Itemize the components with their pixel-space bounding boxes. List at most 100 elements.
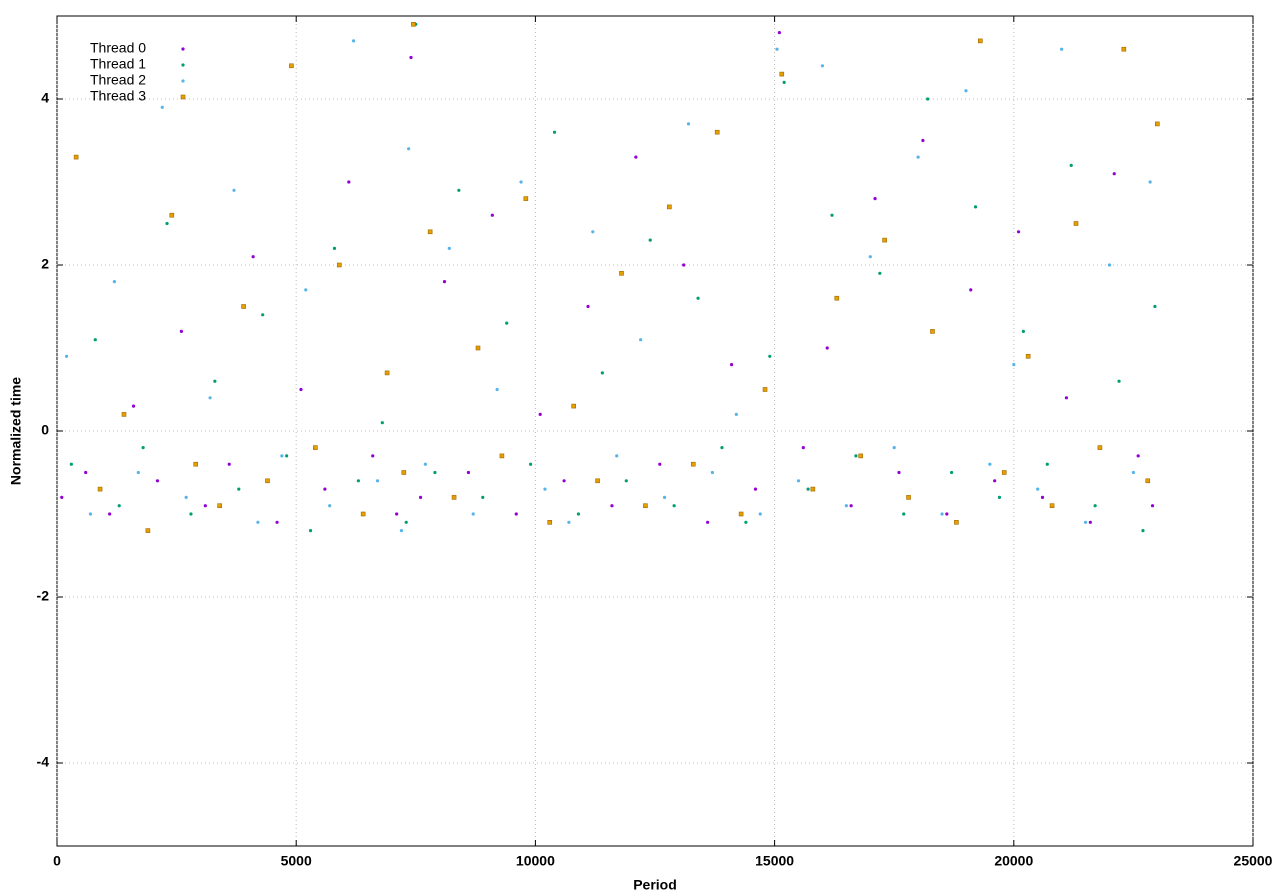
point [466,470,471,475]
point [849,504,853,508]
point [505,321,509,325]
point [121,412,127,417]
point [600,371,604,375]
point [356,479,360,483]
point [1136,454,1140,458]
point [88,512,93,516]
point [323,487,327,491]
point [261,313,265,317]
point [830,213,834,217]
point [878,271,882,275]
point [131,404,136,408]
point [667,204,672,210]
point [662,495,667,499]
point [1045,462,1049,466]
point [706,520,710,524]
point [1112,172,1116,176]
point [227,462,231,466]
point [184,495,188,499]
point [779,71,785,77]
point [615,454,619,458]
point [514,512,518,516]
point [308,529,313,533]
point [97,486,103,492]
point [411,21,416,27]
point [1093,504,1097,508]
point [299,387,303,392]
point [926,97,930,101]
point [543,487,547,491]
point [882,237,887,243]
point [634,155,638,159]
legend-marker [181,63,185,67]
point [490,213,494,217]
point [304,288,308,292]
point [84,470,88,475]
point [1145,478,1151,484]
point [69,462,73,466]
legend-label: Thread 1 [90,56,146,72]
point [576,512,581,516]
point [523,196,529,201]
point [1150,504,1155,508]
point [758,512,762,516]
point [993,479,997,483]
legend-label: Thread 2 [90,72,146,88]
point [562,479,566,483]
point [1097,445,1103,450]
point [954,519,959,525]
point [1148,180,1152,184]
point [208,396,212,400]
point [1107,263,1112,267]
point [328,504,332,508]
point [289,63,294,69]
point [395,512,399,516]
point [1016,230,1021,234]
point [844,504,848,508]
point [179,329,183,333]
point [1021,329,1025,333]
point [136,470,140,475]
point [141,446,145,450]
point [73,154,79,160]
point [60,495,64,499]
point [825,346,829,350]
point [471,512,475,516]
point [336,262,342,268]
point [1012,363,1016,367]
point [371,454,375,458]
point [217,503,222,509]
point [720,446,724,450]
point [969,288,973,292]
point [643,503,648,509]
point [256,520,260,524]
point [639,338,643,342]
point [108,512,112,516]
point [169,212,175,218]
point [997,495,1002,499]
point [189,512,193,516]
legend-label: Thread 0 [90,40,146,56]
point [777,30,781,35]
legend-marker [181,79,185,83]
point [897,470,901,475]
point [734,412,738,416]
x-tick-label: 5000 [281,853,312,869]
y-tick-label: -4 [37,754,50,770]
point [433,470,437,475]
point [552,130,557,134]
legend-marker [181,47,185,51]
point [1121,46,1127,52]
x-tick-label: 20000 [994,853,1033,869]
point [940,512,944,516]
point [873,197,877,201]
point [782,80,786,84]
point [475,345,481,351]
point [672,504,676,508]
x-tick-label: 15000 [755,853,794,869]
point [834,295,840,301]
point [117,504,121,508]
point [571,403,576,409]
point [538,412,542,416]
point [423,462,427,466]
